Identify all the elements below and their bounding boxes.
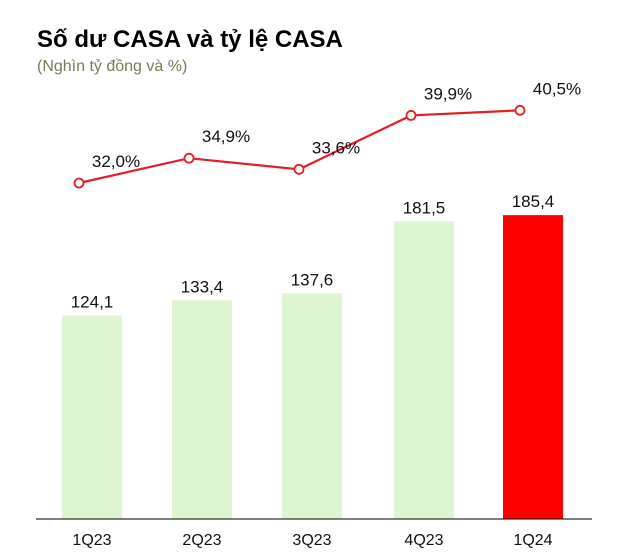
bar-data-labels: 124,1 133,4 137,6 181,5 185,4 <box>71 192 555 311</box>
x-tick-label: 2Q23 <box>182 532 221 549</box>
bar-1q23 <box>62 315 122 519</box>
ratio-value-label: 40,5% <box>533 79 581 98</box>
ratio-value-label: 33,6% <box>312 138 360 157</box>
ratio-marker <box>73 177 85 189</box>
x-tick-label: 4Q23 <box>404 532 443 549</box>
chart-subtitle: (Nghìn tỷ đồng và %) <box>37 58 188 75</box>
x-tick-label: 1Q23 <box>72 532 111 549</box>
bar-value-label: 181,5 <box>403 199 446 218</box>
x-axis-ticks: 1Q23 2Q23 3Q23 4Q23 1Q24 <box>72 532 552 549</box>
bar-value-label: 185,4 <box>512 192 555 211</box>
ratio-value-label: 39,9% <box>424 84 472 103</box>
ratio-marker <box>405 110 417 121</box>
ratio-value-label: 32,0% <box>92 152 140 171</box>
bar-1q24 <box>503 215 563 519</box>
ratio-value-label: 34,9% <box>202 127 250 146</box>
x-tick-label: 1Q24 <box>513 532 552 549</box>
bar-series <box>62 215 563 520</box>
ratio-marker <box>183 152 195 164</box>
ratio-marker <box>293 163 305 175</box>
bar-value-label: 133,4 <box>181 277 224 296</box>
x-tick-label: 3Q23 <box>292 532 331 549</box>
bar-value-label: 124,1 <box>71 293 114 312</box>
chart-title: Số dư CASA và tỷ lệ CASA <box>37 26 343 53</box>
line-markers <box>73 104 526 189</box>
bar-value-label: 137,6 <box>291 270 334 289</box>
bar-4q23 <box>394 221 454 520</box>
bar-3q23 <box>282 293 342 519</box>
line-data-labels: 32,0% 34,9% 33,6% 39,9% 40,5% <box>92 79 581 171</box>
ratio-marker <box>514 104 526 116</box>
bar-2q23 <box>172 300 232 519</box>
